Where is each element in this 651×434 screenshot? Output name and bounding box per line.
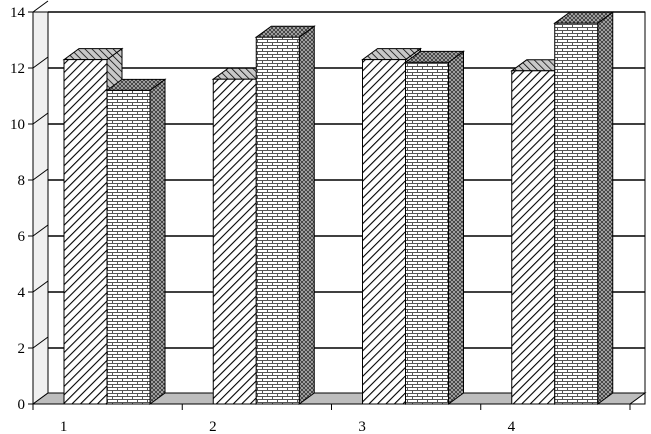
- gridline-side: [32, 56, 49, 69]
- y-tick-labels: 0 2 4 6 8 10 12 14: [10, 5, 26, 413]
- side-wall: [32, 11, 49, 405]
- y-tick-label: 2: [18, 341, 26, 357]
- y-tick-label: 0: [18, 397, 26, 413]
- bar-series2-cat1: [105, 78, 167, 405]
- gridline-side: [32, 168, 49, 181]
- gridline-side: [32, 280, 49, 293]
- x-tick-label: 1: [60, 419, 68, 434]
- y-tick-label: 10: [10, 117, 25, 133]
- bar-series2-cat3: [403, 50, 466, 405]
- y-tick-label: 12: [10, 61, 25, 77]
- y-tick-label: 8: [18, 173, 26, 189]
- gridline-side: [32, 0, 49, 13]
- x-tick-labels: 1 2 3 4: [60, 419, 516, 434]
- gridline-side: [32, 224, 49, 237]
- x-tick-label: 3: [358, 419, 366, 434]
- y-tick-label: 6: [18, 229, 26, 245]
- y-tick-label: 4: [18, 285, 26, 301]
- bars: [62, 11, 615, 405]
- bar-series2-cat4: [553, 11, 615, 405]
- x-tick-label: 2: [209, 419, 217, 434]
- x-tick-label: 4: [508, 419, 516, 434]
- y-tick-label: 14: [10, 5, 26, 21]
- gridline-side: [32, 336, 49, 349]
- bar-series2-cat2: [254, 25, 316, 405]
- gridline-side: [32, 112, 49, 125]
